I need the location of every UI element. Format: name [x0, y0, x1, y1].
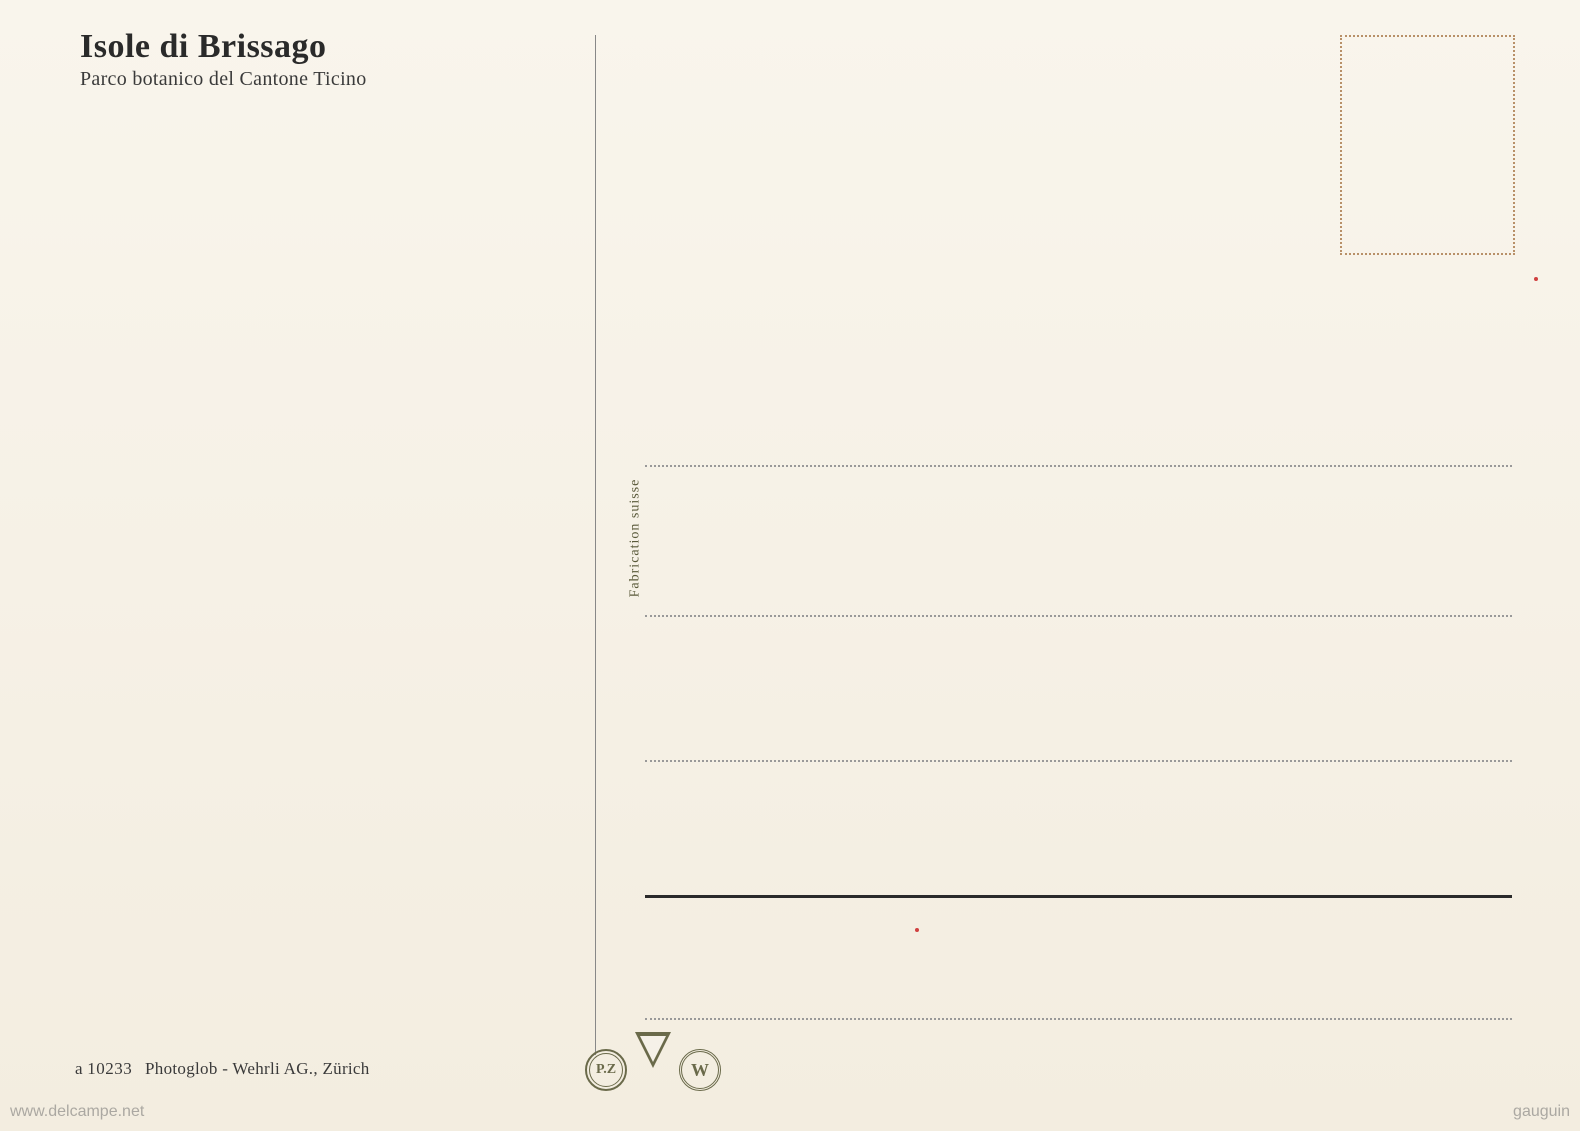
address-line-2 — [645, 615, 1512, 617]
postcard-subtitle: Parco botanico del Cantone Ticino — [80, 68, 367, 91]
w-circle-logo-icon: W — [679, 1049, 721, 1091]
v-triangle-logo-icon — [635, 1032, 671, 1068]
w-logo-text: W — [691, 1060, 709, 1081]
pz-globe-logo-icon: P.Z — [585, 1049, 627, 1091]
stamp-placeholder-box — [1340, 35, 1515, 255]
credit-prefix: a — [75, 1059, 83, 1078]
address-line-4 — [645, 1018, 1512, 1020]
watermark-left: www.delcampe.net — [10, 1103, 144, 1121]
fabrication-label: Fabrication suisse — [627, 479, 643, 598]
credit-publisher: Photoglob - Wehrli AG., Zürich — [145, 1059, 370, 1078]
artifact-dot — [915, 928, 919, 932]
publisher-credit: a 10233 Photoglob - Wehrli AG., Zürich — [75, 1059, 370, 1079]
center-divider-line — [595, 35, 596, 1055]
publisher-logos: P.Z W — [585, 1049, 721, 1091]
address-line-3 — [645, 760, 1512, 762]
artifact-dot — [1534, 277, 1538, 281]
watermark-right: gauguin — [1513, 1103, 1570, 1121]
postcard-title: Isole di Brissago — [80, 28, 367, 66]
title-block: Isole di Brissago Parco botanico del Can… — [80, 28, 367, 91]
address-line-1 — [645, 465, 1512, 467]
credit-number: 10233 — [87, 1059, 132, 1078]
pz-logo-text: P.Z — [596, 1062, 616, 1078]
address-line-solid — [645, 895, 1512, 898]
postcard-back: Isole di Brissago Parco botanico del Can… — [0, 0, 1580, 1131]
